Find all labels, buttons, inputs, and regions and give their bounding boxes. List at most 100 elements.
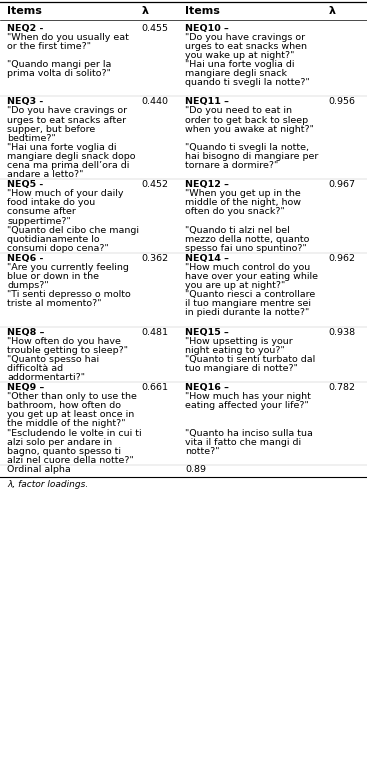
Text: often do you snack?": often do you snack?"	[185, 207, 285, 217]
Text: quando ti svegli la notte?": quando ti svegli la notte?"	[185, 78, 310, 88]
Text: eating affected your life?": eating affected your life?"	[185, 402, 309, 410]
Text: bedtime?": bedtime?"	[7, 134, 56, 143]
Text: Items: Items	[7, 6, 42, 16]
Text: "Quanto riesci a controllare: "Quanto riesci a controllare	[185, 290, 316, 300]
Text: NEQ8 –: NEQ8 –	[7, 328, 45, 336]
Text: NEQ5 -: NEQ5 -	[7, 180, 44, 189]
Text: 0.661: 0.661	[141, 383, 168, 392]
Text: λ: λ	[141, 6, 148, 16]
Text: alzi solo per andare in: alzi solo per andare in	[7, 438, 112, 447]
Text: cena ma prima dell’ora di: cena ma prima dell’ora di	[7, 161, 130, 170]
Text: "How upsetting is your: "How upsetting is your	[185, 336, 293, 346]
Text: urges to eat snacks after: urges to eat snacks after	[7, 115, 127, 124]
Text: bagno, quanto spesso ti: bagno, quanto spesso ti	[7, 447, 121, 455]
Text: NEQ14 –: NEQ14 –	[185, 254, 229, 263]
Text: "Quando mangi per la: "Quando mangi per la	[7, 60, 112, 69]
Text: 0.455: 0.455	[141, 24, 168, 32]
Text: food intake do you: food intake do you	[7, 198, 95, 207]
Text: λ: λ	[328, 6, 335, 16]
Text: Items: Items	[185, 6, 220, 16]
Text: tornare a dormire?": tornare a dormire?"	[185, 161, 279, 170]
Text: notte?": notte?"	[185, 447, 220, 455]
Text: consume after: consume after	[7, 207, 76, 217]
Text: hai bisogno di mangiare per: hai bisogno di mangiare per	[185, 152, 319, 161]
Text: 0.362: 0.362	[141, 254, 168, 263]
Text: "Quando ti svegli la notte,: "Quando ti svegli la notte,	[185, 143, 309, 152]
Text: "Other than only to use the: "Other than only to use the	[7, 392, 137, 401]
Text: "When do you usually eat: "When do you usually eat	[7, 33, 129, 41]
Text: "Quanto del cibo che mangi: "Quanto del cibo che mangi	[7, 226, 139, 235]
Text: NEQ15 –: NEQ15 –	[185, 328, 229, 336]
Text: il tuo mangiare mentre sei: il tuo mangiare mentre sei	[185, 300, 311, 309]
Text: the middle of the night?": the middle of the night?"	[7, 419, 126, 429]
Text: middle of the night, how: middle of the night, how	[185, 198, 301, 207]
Text: spesso fai uno spuntino?": spesso fai uno spuntino?"	[185, 244, 307, 253]
Text: "How often do you have: "How often do you have	[7, 336, 121, 346]
Text: have over your eating while: have over your eating while	[185, 272, 318, 281]
Text: supper, but before: supper, but before	[7, 124, 95, 134]
Text: NEQ16 –: NEQ16 –	[185, 383, 229, 392]
Text: you get up at least once in: you get up at least once in	[7, 410, 135, 419]
Text: "How much control do you: "How much control do you	[185, 263, 310, 272]
Text: addormentarti?": addormentarti?"	[7, 373, 86, 382]
Text: mangiare degli snack dopo: mangiare degli snack dopo	[7, 152, 136, 161]
Text: NEQ6 -: NEQ6 -	[7, 254, 44, 263]
Text: NEQ9 –: NEQ9 –	[7, 383, 44, 392]
Text: triste al momento?": triste al momento?"	[7, 300, 102, 309]
Text: 0.938: 0.938	[328, 328, 356, 336]
Text: tuo mangiare di notte?": tuo mangiare di notte?"	[185, 364, 298, 373]
Text: 0.481: 0.481	[141, 328, 168, 336]
Text: 0.962: 0.962	[328, 254, 356, 263]
Text: NEQ2 -: NEQ2 -	[7, 24, 44, 32]
Text: NEQ3 -: NEQ3 -	[7, 98, 44, 106]
Text: 0.452: 0.452	[141, 180, 168, 189]
Text: "Are you currently feeling: "Are you currently feeling	[7, 263, 129, 272]
Text: "Hai una forte voglia di: "Hai una forte voglia di	[185, 60, 295, 69]
Text: "Do you have cravings or: "Do you have cravings or	[185, 33, 305, 41]
Text: "Hai una forte voglia di: "Hai una forte voglia di	[7, 143, 117, 152]
Text: "How much has your night: "How much has your night	[185, 392, 311, 401]
Text: urges to eat snacks when: urges to eat snacks when	[185, 41, 307, 51]
Text: vita il fatto che mangi di: vita il fatto che mangi di	[185, 438, 301, 447]
Text: alzi nel cuore della notte?": alzi nel cuore della notte?"	[7, 456, 134, 465]
Text: when you awake at night?": when you awake at night?"	[185, 124, 314, 134]
Text: you wake up at night?": you wake up at night?"	[185, 51, 295, 60]
Text: in piedi durante la notte?": in piedi durante la notte?"	[185, 309, 310, 317]
Text: you are up at night?": you are up at night?"	[185, 281, 286, 290]
Text: prima volta di solito?": prima volta di solito?"	[7, 69, 111, 78]
Text: 0.782: 0.782	[328, 383, 356, 392]
Text: or the first time?": or the first time?"	[7, 41, 91, 51]
Text: "Quando ti alzi nel bel: "Quando ti alzi nel bel	[185, 226, 290, 235]
Text: order to get back to sleep: order to get back to sleep	[185, 115, 308, 124]
Text: dumps?": dumps?"	[7, 281, 49, 290]
Text: NEQ12 –: NEQ12 –	[185, 180, 229, 189]
Text: trouble getting to sleep?": trouble getting to sleep?"	[7, 346, 128, 355]
Text: "Ti senti depresso o molto: "Ti senti depresso o molto	[7, 290, 131, 300]
Text: Ordinal alpha: Ordinal alpha	[7, 465, 71, 474]
Text: λ, factor loadings.: λ, factor loadings.	[7, 481, 88, 489]
Text: "Do you need to eat in: "Do you need to eat in	[185, 107, 292, 115]
Text: 0.967: 0.967	[328, 180, 356, 189]
Text: bathroom, how often do: bathroom, how often do	[7, 402, 121, 410]
Text: "Do you have cravings or: "Do you have cravings or	[7, 107, 127, 115]
Text: difficoltà ad: difficoltà ad	[7, 364, 63, 373]
Text: 0.89: 0.89	[185, 465, 206, 474]
Text: 0.956: 0.956	[328, 98, 356, 106]
Text: consumi dopo cena?": consumi dopo cena?"	[7, 244, 109, 253]
Text: NEQ11 –: NEQ11 –	[185, 98, 229, 106]
Text: "How much of your daily: "How much of your daily	[7, 189, 124, 198]
Text: mezzo della notte, quanto: mezzo della notte, quanto	[185, 235, 310, 243]
Text: "When you get up in the: "When you get up in the	[185, 189, 301, 198]
Text: mangiare degli snack: mangiare degli snack	[185, 69, 287, 78]
Text: "Quanto ha inciso sulla tua: "Quanto ha inciso sulla tua	[185, 429, 313, 438]
Text: blue or down in the: blue or down in the	[7, 272, 99, 281]
Text: "Escludendo le volte in cui ti: "Escludendo le volte in cui ti	[7, 429, 142, 438]
Text: "Quanto spesso hai: "Quanto spesso hai	[7, 355, 99, 364]
Text: "Quanto ti senti turbato dal: "Quanto ti senti turbato dal	[185, 355, 316, 364]
Text: 0.440: 0.440	[141, 98, 168, 106]
Text: quotidianamente lo: quotidianamente lo	[7, 235, 100, 243]
Text: night eating to you?": night eating to you?"	[185, 346, 285, 355]
Text: NEQ10 –: NEQ10 –	[185, 24, 229, 32]
Text: suppertime?": suppertime?"	[7, 217, 71, 226]
Text: andare a letto?": andare a letto?"	[7, 170, 84, 179]
